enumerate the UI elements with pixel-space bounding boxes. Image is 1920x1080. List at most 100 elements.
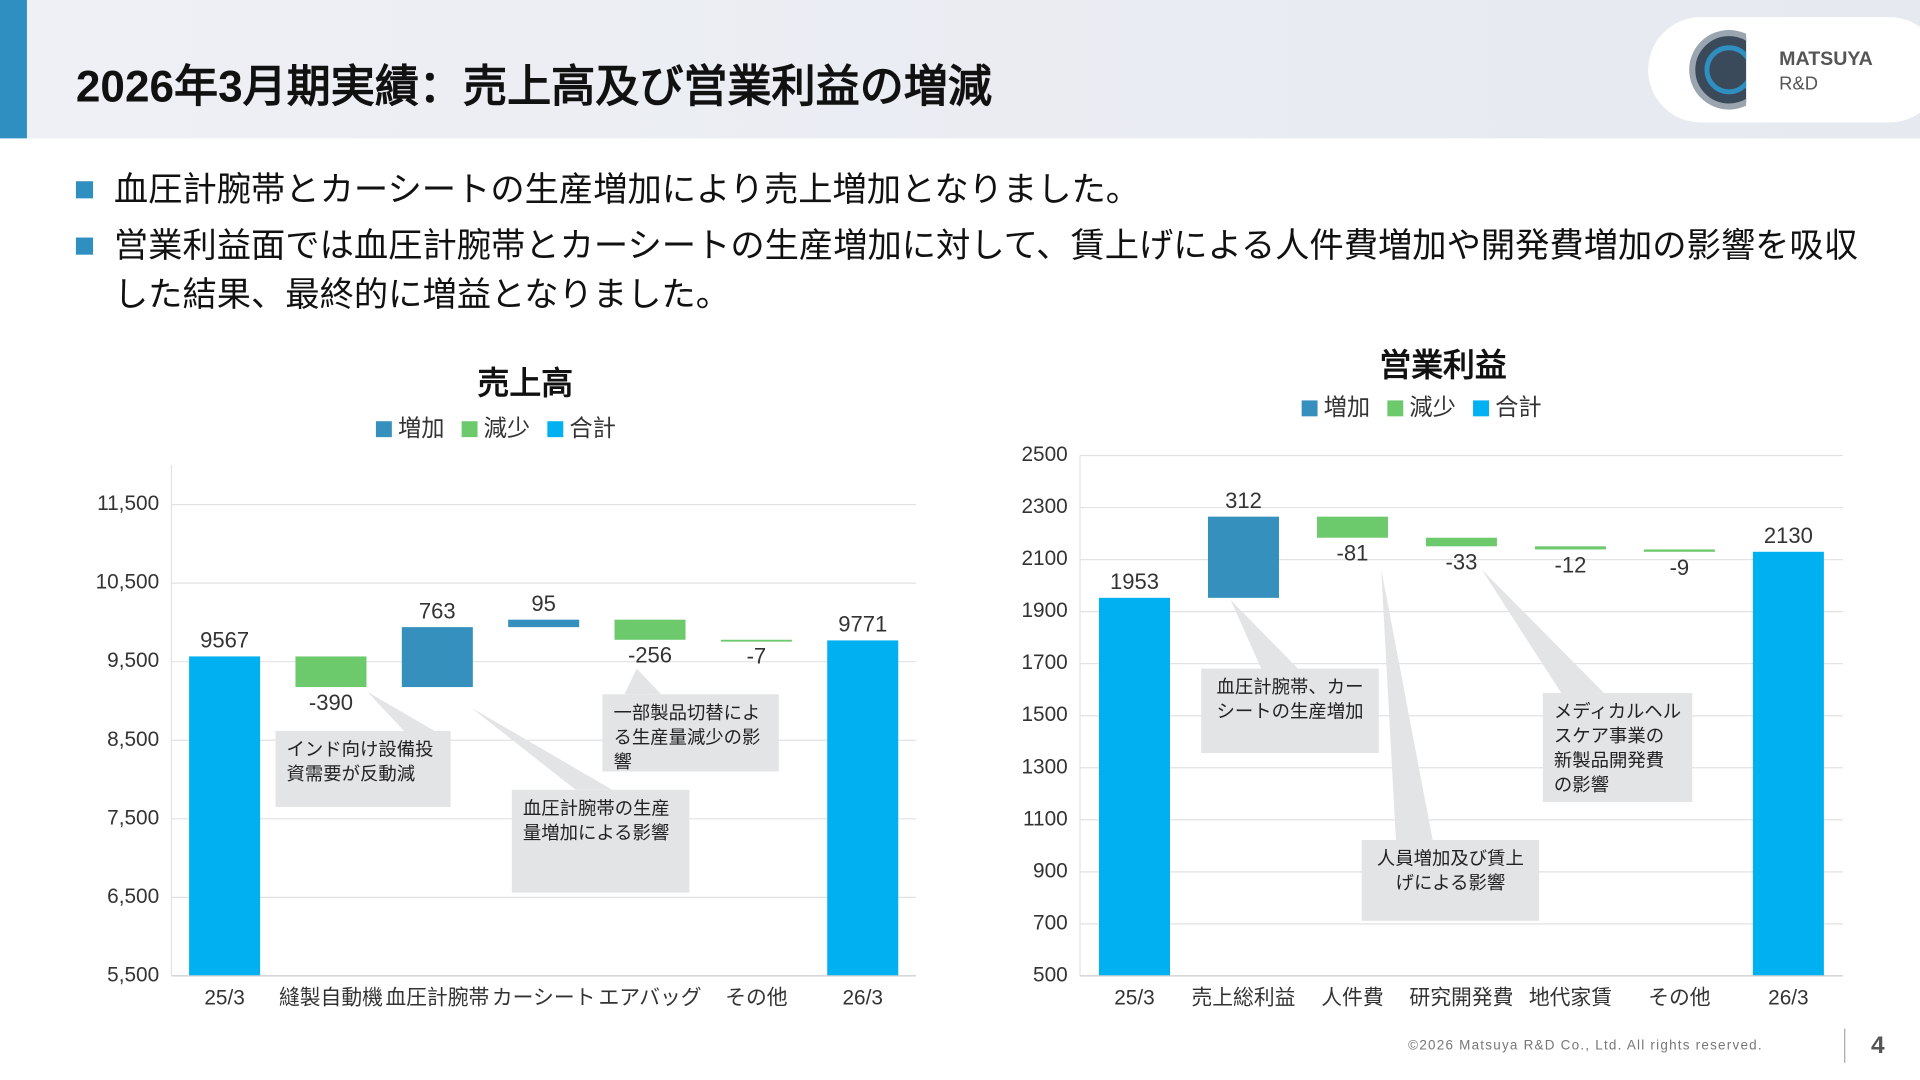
- x-tick-label: 25/3: [204, 987, 244, 1010]
- bar: [1316, 516, 1388, 538]
- y-tick-label: 10,500: [96, 571, 160, 594]
- value-label: -7: [747, 643, 767, 668]
- logo-mark: [1689, 30, 1747, 110]
- bar: [614, 619, 686, 640]
- callout-pointer: [1230, 600, 1298, 669]
- logo-name: MATSUYA: [1779, 48, 1873, 70]
- chart-title: 営業利益: [1379, 347, 1506, 383]
- legend-swatch: [461, 421, 478, 438]
- chart-title: 売上高: [478, 365, 574, 401]
- y-tick-label: 1700: [1021, 651, 1067, 674]
- callout: 人員増加及び賃上げによる影響: [1361, 840, 1540, 921]
- bar: [720, 639, 792, 642]
- legend-label: 合計: [569, 415, 616, 441]
- y-tick-label: 2300: [1021, 495, 1067, 518]
- value-label: -81: [1337, 541, 1369, 566]
- y-tick-label: 11,500: [97, 492, 159, 515]
- legend-label: 減少: [484, 415, 531, 441]
- x-tick-label: 地代家賃: [1529, 987, 1612, 1010]
- callout-pointer: [1481, 569, 1605, 694]
- legend-label: 増加: [1324, 394, 1371, 420]
- value-label: -256: [628, 643, 672, 668]
- bar: [1098, 597, 1171, 976]
- value-label: 1953: [1110, 569, 1159, 594]
- x-tick-label: カーシート: [492, 987, 596, 1010]
- bar: [295, 656, 367, 688]
- bar: [508, 619, 580, 628]
- callout-pointer: [1381, 569, 1433, 841]
- y-tick-label: 8,500: [107, 728, 159, 751]
- value-label: -390: [309, 690, 353, 715]
- value-label: -12: [1554, 552, 1586, 577]
- legend-swatch: [1301, 400, 1318, 417]
- bar: [827, 640, 899, 976]
- page-number: 4: [1871, 1032, 1885, 1060]
- callout-pointer: [471, 707, 613, 790]
- legend-label: 合計: [1495, 394, 1542, 420]
- callout: 血圧計腕帯の生産量増加による影響: [511, 789, 690, 893]
- callout: メディカルヘルスケア事業の新製品開発費の影響: [1542, 693, 1693, 803]
- header-stripe: [0, 0, 27, 139]
- y-tick-label: 7,500: [107, 806, 159, 829]
- bar: [1534, 546, 1606, 550]
- bullet: 血圧計腕帯とカーシートの生産増加により売上増加となりました。: [75, 165, 1865, 214]
- y-tick-label: 900: [1033, 859, 1068, 882]
- y-tick-label: 1100: [1023, 807, 1068, 830]
- x-tick-label: 25/3: [1114, 987, 1154, 1010]
- y-tick-label: 9,500: [107, 649, 159, 672]
- separator: [1844, 1028, 1846, 1063]
- x-tick-label: 人件費: [1321, 987, 1383, 1010]
- bar: [1643, 549, 1715, 552]
- y-tick-label: 700: [1033, 911, 1068, 934]
- x-tick-label: 26/3: [1768, 987, 1808, 1010]
- callout-pointer: [624, 668, 662, 695]
- value-label: 312: [1225, 488, 1262, 513]
- logo: MATSUYA R&D: [1648, 17, 1920, 123]
- x-tick-label: 縫製自動機: [279, 987, 383, 1010]
- legend-swatch: [1473, 400, 1489, 417]
- x-tick-label: エアバッグ: [598, 987, 701, 1010]
- value-label: 9771: [838, 612, 887, 637]
- y-tick-label: 2100: [1021, 547, 1067, 570]
- value-label: 95: [531, 591, 556, 616]
- y-tick-label: 1300: [1021, 755, 1067, 778]
- x-tick-label: 26/3: [842, 987, 882, 1010]
- value-label: -33: [1446, 549, 1478, 574]
- slide-title: 2026年3月期実績：売上高及び営業利益の増減: [75, 61, 992, 112]
- y-tick-label: 500: [1033, 963, 1068, 986]
- bar: [1425, 537, 1497, 547]
- y-tick-label: 6,500: [107, 885, 159, 908]
- copyright: ©2026 Matsuya R&D Co., Ltd. All rights r…: [1408, 1038, 1763, 1054]
- callout: インド向け設備投資需要が反動減: [275, 731, 451, 807]
- legend-label: 減少: [1409, 394, 1456, 420]
- callout: 一部製品切替による生産量減少の影響: [602, 694, 779, 773]
- logo-sub: R&D: [1779, 73, 1818, 95]
- legend-swatch: [1387, 400, 1404, 417]
- callout-pointer: [367, 691, 435, 732]
- y-tick-label: 1900: [1021, 599, 1067, 622]
- legend-swatch: [375, 421, 392, 438]
- bar: [1752, 551, 1824, 976]
- callout: 血圧計腕帯、カーシートの生産増加: [1201, 668, 1379, 754]
- y-tick-label: 2500: [1021, 443, 1067, 466]
- x-tick-label: 血圧計腕帯: [385, 987, 489, 1010]
- value-label: 2130: [1764, 523, 1813, 548]
- legend-swatch: [547, 421, 564, 438]
- value-label: 9567: [200, 628, 249, 653]
- value-label: -9: [1670, 555, 1690, 580]
- x-tick-label: 研究開発費: [1409, 987, 1513, 1010]
- bar: [401, 627, 473, 688]
- x-tick-label: その他: [725, 987, 788, 1010]
- y-tick-label: 5,500: [107, 963, 159, 986]
- header-band: [0, 0, 1920, 139]
- x-tick-label: その他: [1648, 987, 1711, 1010]
- legend-label: 増加: [398, 415, 445, 441]
- x-tick-label: 売上総利益: [1191, 987, 1295, 1010]
- y-tick-label: 1500: [1021, 703, 1067, 726]
- bullet: 営業利益面では血圧計腕帯とカーシートの生産増加に対して、賃上げによる人件費増加や…: [75, 222, 1865, 320]
- bar: [189, 656, 261, 976]
- bar: [1207, 516, 1279, 598]
